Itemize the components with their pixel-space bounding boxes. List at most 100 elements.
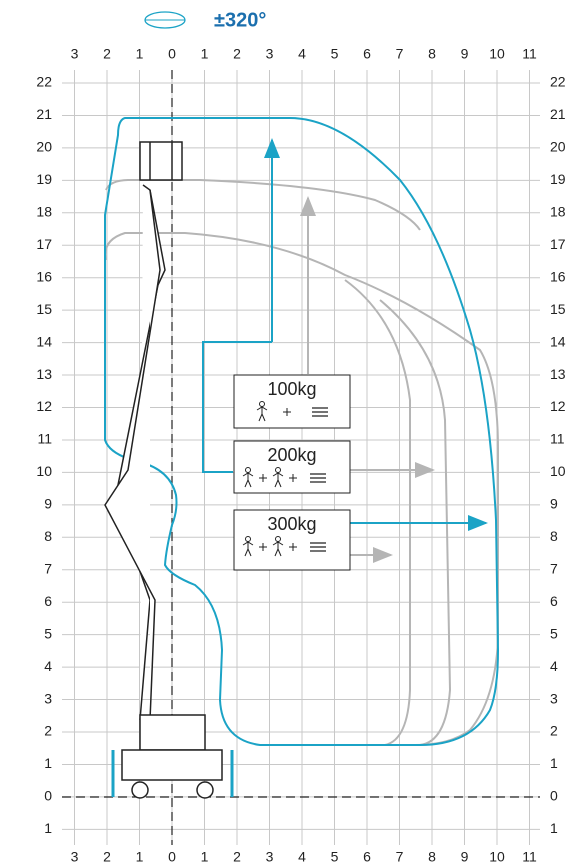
y-label-right: 6 [550, 593, 558, 609]
y-label-right: 14 [550, 333, 566, 349]
x-label-top: 0 [168, 46, 176, 62]
x-label-bottom: 10 [489, 849, 505, 865]
person-icon [272, 541, 284, 557]
y-label-right: 1 [550, 755, 558, 771]
plus-icon [289, 543, 297, 551]
person-icon [242, 541, 254, 557]
x-label-top: 3 [266, 46, 274, 62]
y-label-left: 11 [37, 431, 52, 447]
connector [202, 341, 272, 473]
y-label-left: 22 [36, 74, 52, 90]
y-label-left: 5 [44, 625, 52, 641]
y-label-left: 1 [44, 820, 52, 836]
y-label-right: 2 [550, 723, 558, 739]
y-label-right: 20 [550, 139, 566, 155]
x-label-top: 6 [363, 46, 371, 62]
y-label-left: 0 [44, 788, 52, 804]
y-label-right: 10 [550, 463, 566, 479]
load-label: 200kg [267, 445, 316, 465]
x-label-top: 7 [396, 46, 404, 62]
x-label-bottom: 6 [363, 849, 371, 865]
x-label-bottom: 2 [103, 849, 111, 865]
y-label-left: 7 [44, 560, 52, 576]
y-label-left: 20 [36, 139, 52, 155]
y-label-left: 18 [36, 204, 52, 220]
y-label-right: 19 [550, 171, 566, 187]
x-label-top: 10 [489, 46, 505, 62]
y-label-left: 9 [44, 496, 52, 512]
y-label-right: 7 [550, 560, 558, 576]
plus-icon [259, 474, 267, 482]
machine [104, 141, 234, 799]
load-label: 100kg [267, 379, 316, 399]
envelope-300kg [104, 232, 499, 746]
plus-icon [283, 408, 291, 416]
x-label-bottom: 5 [331, 849, 339, 865]
x-label-top: 3 [71, 46, 79, 62]
y-label-left: 12 [36, 398, 52, 414]
y-label-right: 9 [550, 496, 558, 512]
x-label-bottom: 3 [266, 849, 274, 865]
x-label-top: 1 [136, 46, 144, 62]
y-label-left: 3 [44, 690, 52, 706]
tool-icon [312, 407, 328, 417]
envelope-200kg [105, 179, 421, 231]
x-label-bottom: 2 [233, 849, 241, 865]
y-label-left: 1 [44, 755, 52, 771]
load-box [233, 440, 351, 494]
y-label-left: 8 [44, 528, 52, 544]
x-label-top: 9 [461, 46, 469, 62]
tool-icon [310, 542, 326, 552]
x-label-bottom: 11 [522, 849, 537, 865]
y-label-left: 16 [36, 268, 52, 284]
envelope-100kg [104, 117, 500, 746]
y-label-right: 3 [550, 690, 558, 706]
plus-icon [259, 543, 267, 551]
y-label-left: 19 [36, 171, 52, 187]
x-label-top: 8 [428, 46, 436, 62]
x-label-top: 2 [103, 46, 111, 62]
y-label-left: 17 [36, 236, 52, 252]
tool-icon [310, 473, 326, 483]
y-label-right: 1 [550, 820, 558, 836]
y-label-right: 5 [550, 625, 558, 641]
y-label-left: 10 [36, 463, 52, 479]
person-icon [242, 472, 254, 488]
y-label-right: 18 [550, 204, 566, 220]
y-label-left: 13 [36, 366, 52, 382]
x-label-top: 1 [201, 46, 209, 62]
y-label-right: 22 [550, 74, 566, 90]
x-label-bottom: 4 [298, 849, 306, 865]
y-label-right: 11 [550, 431, 565, 447]
load-box [233, 374, 351, 429]
x-label-bottom: 1 [136, 849, 144, 865]
x-label-bottom: 1 [201, 849, 209, 865]
person-icon [272, 472, 284, 488]
x-label-bottom: 0 [168, 849, 176, 865]
envelope-inner-a [344, 279, 411, 746]
x-label-top: 2 [233, 46, 241, 62]
y-label-right: 4 [550, 658, 558, 674]
envelope-inner-b [379, 299, 452, 746]
x-label-bottom: 3 [71, 849, 79, 865]
load-box [233, 509, 351, 571]
y-label-left: 6 [44, 593, 52, 609]
y-label-right: 16 [550, 268, 566, 284]
x-label-bottom: 9 [461, 849, 469, 865]
y-label-left: 21 [36, 106, 52, 122]
y-label-right: 8 [550, 528, 558, 544]
load-label: 300kg [267, 514, 316, 534]
rotation-label: ±320° [214, 9, 266, 31]
x-label-bottom: 7 [396, 849, 404, 865]
x-label-top: 5 [331, 46, 339, 62]
y-label-right: 12 [550, 398, 566, 414]
x-label-top: 4 [298, 46, 306, 62]
y-label-right: 21 [550, 106, 566, 122]
y-label-right: 13 [550, 366, 566, 382]
y-label-left: 15 [36, 301, 52, 317]
plus-icon [289, 474, 297, 482]
y-label-left: 14 [36, 333, 52, 349]
y-label-right: 0 [550, 788, 558, 804]
y-label-left: 4 [44, 658, 52, 674]
